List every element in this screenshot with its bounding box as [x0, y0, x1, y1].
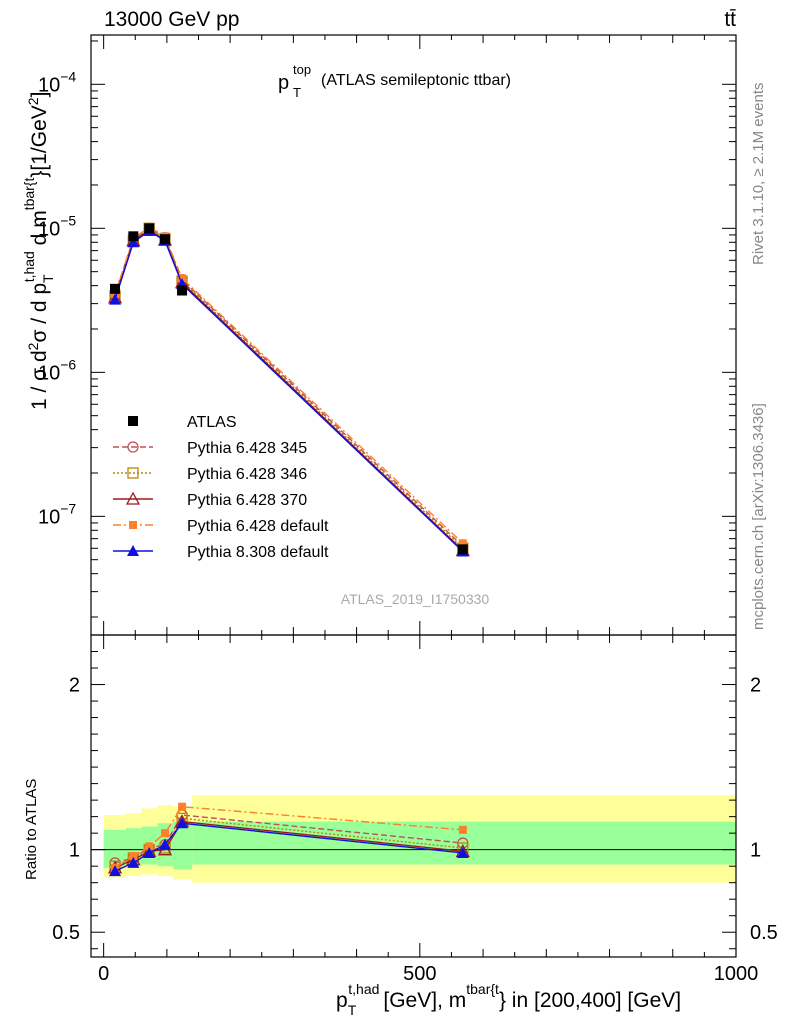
main-y-axis-label: 1 / σ d2σ / d pTt,had d mtbar{t}[1/GeV2] — [21, 92, 56, 410]
ratio-frame — [90, 634, 737, 958]
x-tick-label: 1000 — [714, 963, 759, 985]
svg-text:top: top — [293, 62, 311, 77]
ratio-panel: 0 500 1000 0.5 0.5 1 1 2 2 — [52, 634, 778, 985]
series-line-p8def — [114, 230, 464, 553]
y-tick-label: 10−5 — [38, 212, 76, 240]
ratio-y-tick-label: 2 — [69, 675, 80, 697]
ratio-point-p8def — [456, 846, 469, 858]
ratio-point-p8def — [127, 856, 140, 868]
uncertainty-band-inner — [103, 829, 126, 868]
svg-text:p: p — [278, 72, 289, 94]
uncertainty-band-inner — [173, 821, 193, 870]
ratio-y-tick-label: 0.5 — [52, 922, 80, 944]
point-p8def — [109, 293, 122, 305]
point-atlas — [159, 234, 170, 245]
chart-title: p T top (ATLAS semileptonic ttbar) — [278, 62, 511, 100]
y-tick-label: 10−6 — [38, 356, 76, 384]
legend-entry-p346: Pythia 6.428 346 — [187, 466, 307, 483]
mcplots-label: mcplots.cern.ch [arXiv:1306.3436] — [750, 403, 767, 630]
x-axis-label: pTt,had [GeV], mtbar{t} in [200,400] [GeV… — [336, 981, 681, 1018]
svg-text:(ATLAS semileptonic ttbar): (ATLAS semileptonic ttbar) — [321, 72, 511, 89]
ratio-point-p8def — [176, 817, 189, 829]
legend-marker-p346 — [127, 467, 139, 479]
y-tick-label: 10−4 — [38, 68, 76, 96]
point-atlas — [457, 544, 468, 555]
legend-marker-p370 — [125, 491, 141, 505]
main-panel: 10−7 10−6 10−5 10−4 — [38, 34, 737, 957]
svg-text:T: T — [293, 85, 301, 100]
legend-marker-p6def — [129, 521, 137, 529]
svg-text:pTt,had[GeV], mtbar{t} in [200: pTt,had [GeV], mtbar{t} in [200,400] [GeV… — [336, 981, 681, 1018]
process-label: tt̄ — [724, 8, 736, 31]
legend-marker-p345 — [127, 441, 139, 453]
ratio-point-p6def — [458, 825, 467, 834]
x-tick-label: 0 — [98, 963, 109, 985]
point-atlas — [144, 223, 155, 234]
legend-entry-p8def: Pythia 8.308 default — [187, 544, 329, 561]
point-atlas — [110, 283, 121, 294]
legend-entry-atlas: ATLAS — [187, 414, 237, 431]
series-line-p6def — [114, 226, 464, 544]
point-atlas — [128, 231, 139, 242]
legend-marker-atlas — [128, 416, 138, 426]
y-tick-label: 10−7 — [38, 500, 76, 528]
ratio-point-p6def — [129, 852, 138, 861]
ratio-point-p6def — [178, 802, 187, 811]
legend: ATLAS Pythia 6.428 345 Pythia 6.428 346 Pyt… — [113, 414, 329, 561]
ratio-y-tick-label-right: 0.5 — [750, 922, 778, 944]
ratio-point-p8def — [158, 838, 171, 850]
legend-marker-p8def — [127, 545, 139, 556]
ratio-line-p370 — [114, 820, 463, 869]
x-tick-label: 500 — [403, 963, 436, 985]
point-atlas — [177, 285, 188, 296]
analysis-watermark: ATLAS_2019_I1750330 — [341, 591, 490, 607]
energy-label: 13000 GeV pp — [104, 8, 239, 31]
legend-entry-p370: Pythia 6.428 370 — [187, 492, 307, 509]
ratio-y-tick-label-right: 2 — [750, 675, 761, 697]
point-p8def — [127, 236, 140, 248]
ratio-y-axis-label: Ratio to ATLAS — [23, 779, 40, 880]
ratio-point-p8def — [109, 865, 122, 877]
legend-entry-p6def: Pythia 6.428 default — [187, 518, 329, 535]
svg-text:1 / σ d2σ / d pTt,had d mtbar{: 1 / σ d2σ / d pTt,had d mtbar{t}[1/GeV2] — [21, 92, 56, 410]
ratio-point-p8def — [143, 846, 156, 858]
rivet-label: Rivet 3.1.10, ≥ 2.1M events — [750, 83, 767, 266]
ratio-y-tick-label: 1 — [69, 840, 80, 862]
ratio-point-p6def — [145, 842, 154, 851]
ratio-line-p345 — [114, 814, 463, 864]
ratio-y-tick-label-right: 1 — [750, 840, 761, 862]
ratio-point-p6def — [160, 829, 169, 838]
legend-entry-p345: Pythia 6.428 345 — [187, 440, 307, 457]
point-p6def — [458, 539, 467, 548]
